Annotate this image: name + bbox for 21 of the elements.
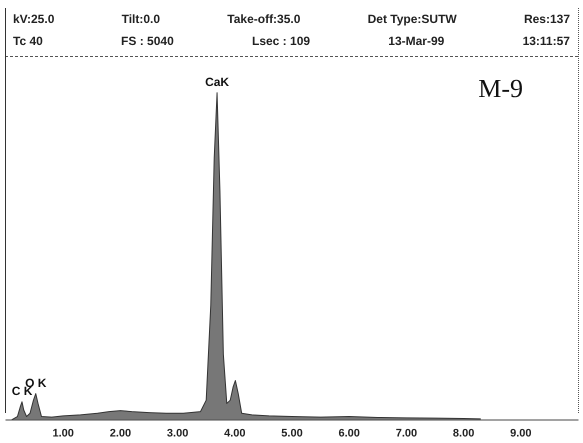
text: Res:137 bbox=[524, 11, 570, 28]
x-tick-label: 2.00 bbox=[110, 427, 132, 440]
x-tick-label: 1.00 bbox=[52, 427, 74, 440]
x-tick-label: 7.00 bbox=[396, 427, 418, 440]
x-tick-label: 5.00 bbox=[281, 427, 303, 440]
text: FS : 5040 bbox=[121, 33, 174, 50]
text: 13-Mar-99 bbox=[388, 33, 444, 50]
annotation: CaK bbox=[205, 75, 230, 90]
text: Take-off:35.0 bbox=[227, 11, 300, 28]
text: kV:25.0 bbox=[13, 11, 54, 28]
x-tick-label: 3.00 bbox=[166, 427, 188, 440]
chart-title: M-9 bbox=[478, 74, 523, 104]
text: Lsec : 109 bbox=[252, 33, 310, 50]
x-tick-label: 4.00 bbox=[224, 427, 246, 440]
text: Tilt:0.0 bbox=[122, 11, 160, 28]
x-tick-label: 9.00 bbox=[510, 427, 532, 440]
x-tick-label: 8.00 bbox=[452, 427, 474, 440]
text: 13:11:57 bbox=[522, 33, 570, 50]
text: Tc 40 bbox=[13, 33, 43, 50]
text: Det Type:SUTW bbox=[368, 11, 457, 28]
x-tick-label: 6.00 bbox=[338, 427, 360, 440]
